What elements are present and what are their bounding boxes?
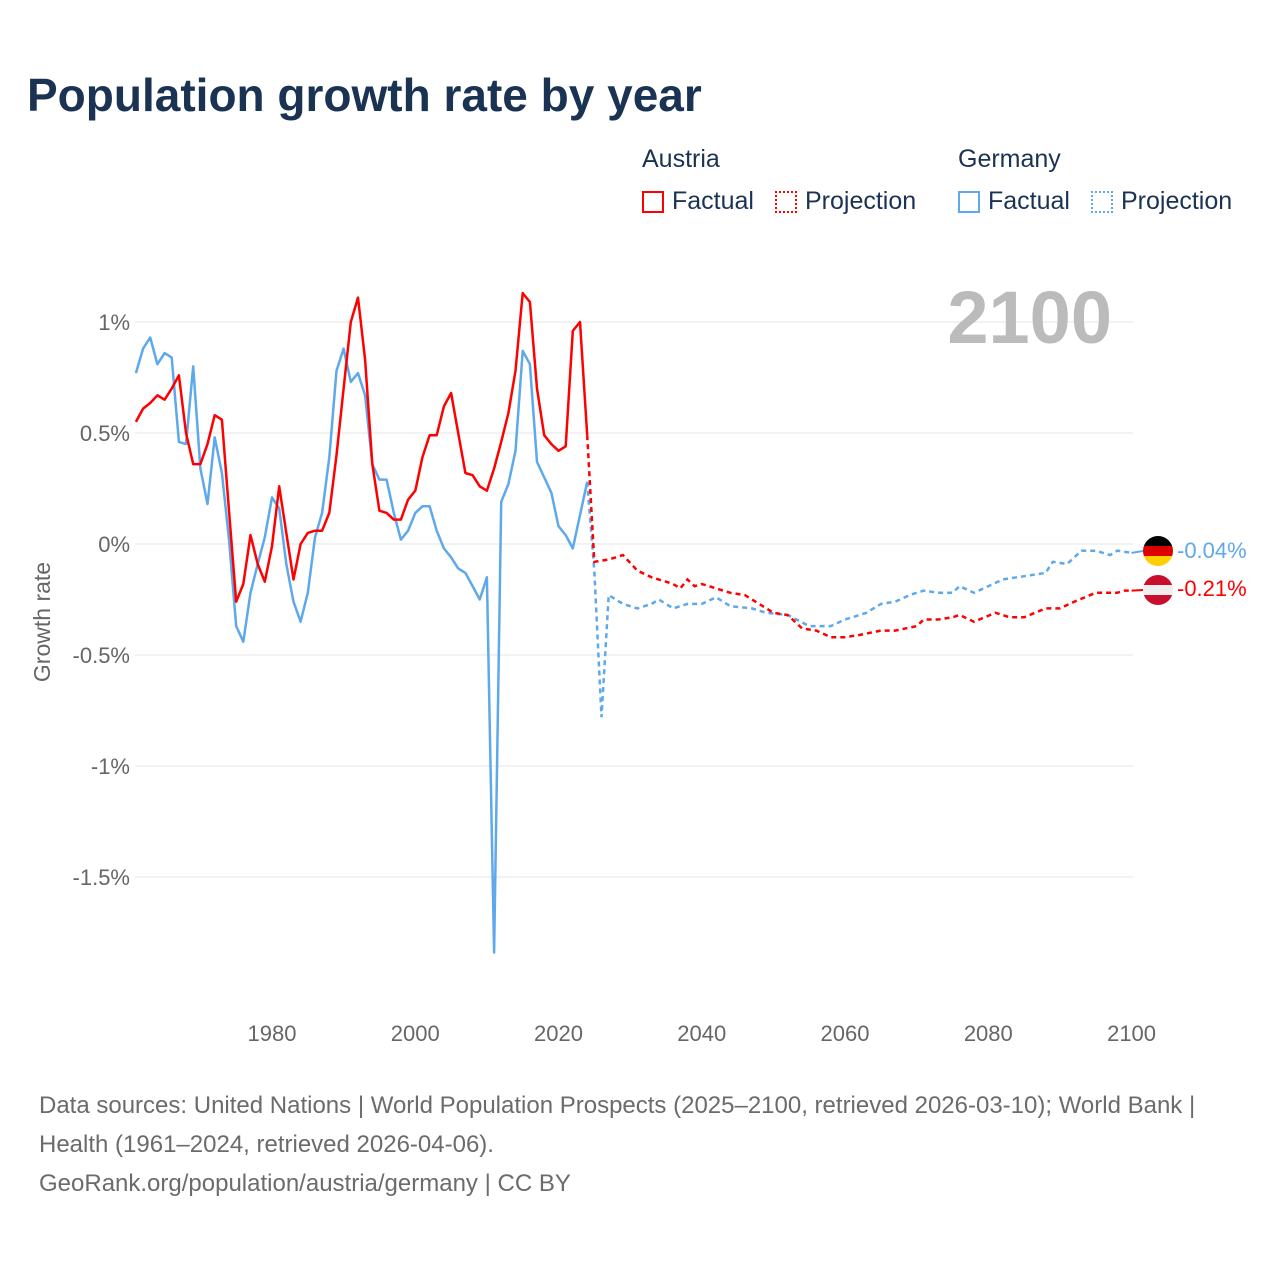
current-year-label: 2100 <box>947 276 1112 359</box>
x-tick-label: 2040 <box>677 1021 726 1046</box>
y-tick-label: 0.5% <box>80 421 130 446</box>
y-tick-label: 0% <box>98 532 130 557</box>
x-tick-label: 2000 <box>391 1021 440 1046</box>
austria-projection-line <box>585 435 1132 639</box>
footer: Data sources: United Nations | World Pop… <box>39 1086 1239 1203</box>
legend-germany-projection[interactable]: Projection <box>1091 187 1232 216</box>
austria-factual-line <box>134 291 589 603</box>
solid-swatch-icon <box>958 190 980 213</box>
y-tick-label: -0.5% <box>73 643 130 668</box>
dotted-swatch-icon <box>1091 190 1113 213</box>
dotted-swatch-icon <box>775 190 797 213</box>
legend-label: Projection <box>1121 187 1233 215</box>
x-tick-label: 1980 <box>248 1021 297 1046</box>
y-tick-label: -1.5% <box>73 865 130 890</box>
legend-austria-name: Austria <box>642 145 720 173</box>
credit-link[interactable]: GeoRank.org/population/austria/germany |… <box>39 1170 571 1197</box>
y-tick-label: 1% <box>98 310 130 335</box>
austria-flag-icon <box>1143 575 1173 605</box>
legend-germany-factual[interactable]: Factual <box>958 187 1070 216</box>
germany-end-label: -0.04% <box>1177 538 1247 563</box>
x-tick-label: 2020 <box>534 1021 583 1046</box>
legend-label: Projection <box>805 187 917 215</box>
legend-label: Factual <box>672 187 754 215</box>
germany-flag-icon <box>1143 536 1173 566</box>
legend-germany-name: Germany <box>958 145 1061 173</box>
data-sources: Data sources: United Nations | World Pop… <box>39 1092 1196 1158</box>
germany-end-connector <box>1131 550 1144 554</box>
chart-title: Population growth rate by year <box>27 69 702 121</box>
germany-factual-line <box>134 336 589 954</box>
x-tick-label: 2100 <box>1107 1021 1156 1046</box>
y-tick-label: -1% <box>91 754 130 779</box>
legend-austria-factual[interactable]: Factual <box>642 187 754 216</box>
y-axis-label: Growth rate <box>29 562 55 682</box>
legend-austria-projection[interactable]: Projection <box>775 187 916 216</box>
austria-end-label: -0.21% <box>1177 576 1247 601</box>
legend-label: Factual <box>988 187 1070 215</box>
solid-swatch-icon <box>642 190 664 213</box>
x-tick-label: 2060 <box>821 1021 870 1046</box>
x-tick-label: 2080 <box>964 1021 1013 1046</box>
germany-projection-line <box>585 481 1132 718</box>
austria-end-connector <box>1131 589 1144 592</box>
